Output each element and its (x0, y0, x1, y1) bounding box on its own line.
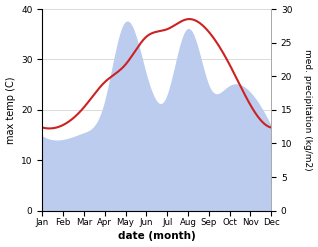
Y-axis label: med. precipitation (kg/m2): med. precipitation (kg/m2) (303, 49, 313, 171)
Y-axis label: max temp (C): max temp (C) (5, 76, 16, 144)
X-axis label: date (month): date (month) (118, 231, 196, 242)
